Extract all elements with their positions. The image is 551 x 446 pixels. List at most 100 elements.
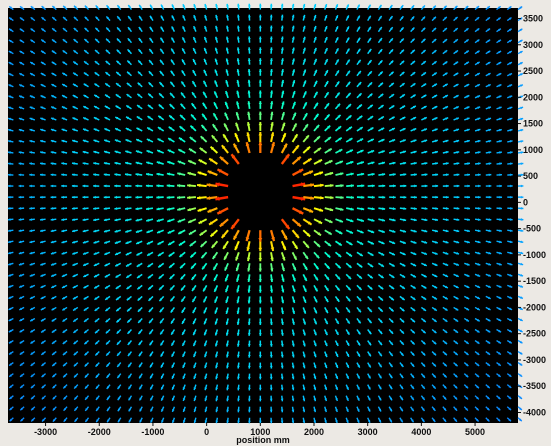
vector-arrow	[83, 284, 89, 289]
vector-arrow	[367, 195, 375, 199]
vector-arrow	[258, 90, 262, 98]
vector-arrow	[7, 140, 14, 143]
vector-arrow	[345, 137, 353, 143]
vector-arrow	[226, 384, 229, 391]
vector-arrow	[453, 27, 459, 33]
vector-arrow	[464, 218, 471, 221]
vector-arrow	[399, 49, 405, 55]
vector-arrow	[214, 36, 219, 43]
vector-arrow	[177, 160, 186, 165]
vector-arrow	[127, 4, 133, 10]
vector-arrow	[258, 285, 262, 293]
vector-arrow	[280, 240, 287, 251]
vector-arrow	[39, 240, 46, 244]
vector-arrow	[258, 263, 262, 272]
vector-arrow	[138, 362, 143, 368]
vector-arrow	[105, 60, 111, 66]
vector-arrow	[166, 207, 175, 211]
vector-arrow	[389, 173, 396, 176]
vector-arrow	[182, 25, 186, 32]
vector-arrow	[507, 128, 513, 132]
vector-arrow	[464, 273, 470, 278]
vector-arrow	[335, 148, 343, 154]
vector-arrow	[236, 274, 240, 282]
vector-arrow	[270, 111, 274, 121]
vector-arrow	[248, 406, 251, 413]
vector-arrow	[356, 340, 361, 346]
vector-arrow	[157, 240, 165, 246]
vector-arrow	[135, 161, 143, 165]
vector-arrow	[399, 384, 404, 390]
vector-arrow	[485, 395, 491, 400]
vector-arrow	[334, 262, 342, 269]
vector-arrow	[388, 284, 395, 290]
vector-arrow	[190, 273, 197, 281]
vector-arrow	[517, 240, 524, 244]
vector-arrow	[496, 262, 502, 266]
vector-arrow	[313, 318, 318, 325]
vector-arrow	[236, 318, 240, 326]
vector-arrow	[105, 38, 111, 44]
vector-arrow	[302, 340, 306, 347]
vector-arrow	[496, 240, 503, 244]
vector-arrow	[291, 417, 295, 424]
vector-arrow	[421, 150, 428, 154]
vector-arrow	[208, 218, 218, 226]
vector-arrow	[82, 273, 89, 278]
vector-arrow	[453, 83, 459, 88]
vector-arrow	[463, 373, 469, 378]
vector-arrow	[345, 284, 352, 291]
vector-arrow	[93, 207, 100, 210]
vector-arrow	[453, 128, 460, 132]
vector-arrow	[302, 417, 306, 424]
vector-arrow	[377, 273, 385, 279]
vector-arrow	[71, 184, 78, 188]
vector-arrow	[291, 207, 304, 215]
vector-arrow	[160, 4, 165, 10]
vector-arrow	[475, 195, 481, 199]
vector-arrow	[215, 373, 219, 380]
vector-arrow	[463, 339, 470, 345]
vector-arrow	[226, 373, 229, 380]
vector-arrow	[202, 102, 208, 110]
vector-arrow	[18, 273, 25, 277]
vector-arrow	[410, 229, 417, 233]
vector-arrow	[442, 339, 448, 345]
vector-arrow	[442, 49, 448, 55]
vector-arrow	[8, 317, 14, 322]
vector-arrow	[138, 4, 143, 10]
vector-arrow	[496, 273, 502, 277]
vector-arrow	[258, 132, 263, 142]
vector-arrow	[168, 262, 175, 269]
vector-arrow	[453, 105, 460, 110]
vector-arrow	[93, 162, 100, 165]
vector-arrow	[236, 58, 240, 65]
vector-arrow	[182, 362, 186, 369]
vector-arrow	[399, 173, 407, 177]
vector-arrow	[410, 161, 417, 165]
y-axis: 3500300025002000150010005000-500-1000-15…	[518, 14, 546, 417]
vector-arrow	[345, 251, 353, 258]
vector-arrow	[269, 68, 273, 76]
vector-arrow	[202, 296, 208, 303]
vector-arrow	[61, 105, 68, 110]
vector-arrow	[280, 340, 284, 347]
vector-arrow	[170, 48, 176, 55]
vector-arrow	[181, 340, 186, 347]
vector-arrow	[40, 262, 46, 266]
vector-arrow	[126, 295, 132, 301]
vector-arrow	[302, 47, 306, 54]
vector-arrow	[8, 5, 14, 11]
vector-arrow	[378, 240, 385, 245]
vector-arrow	[302, 91, 307, 99]
vector-arrow	[116, 4, 122, 11]
vector-arrow	[156, 229, 164, 234]
vector-arrow	[103, 184, 111, 188]
vector-arrow	[18, 251, 25, 255]
vector-arrow	[193, 14, 197, 21]
vector-arrow	[104, 116, 111, 121]
vector-arrow	[192, 36, 197, 43]
vector-arrow	[377, 59, 383, 66]
vector-arrow	[18, 284, 25, 289]
vector-arrow	[146, 161, 154, 165]
